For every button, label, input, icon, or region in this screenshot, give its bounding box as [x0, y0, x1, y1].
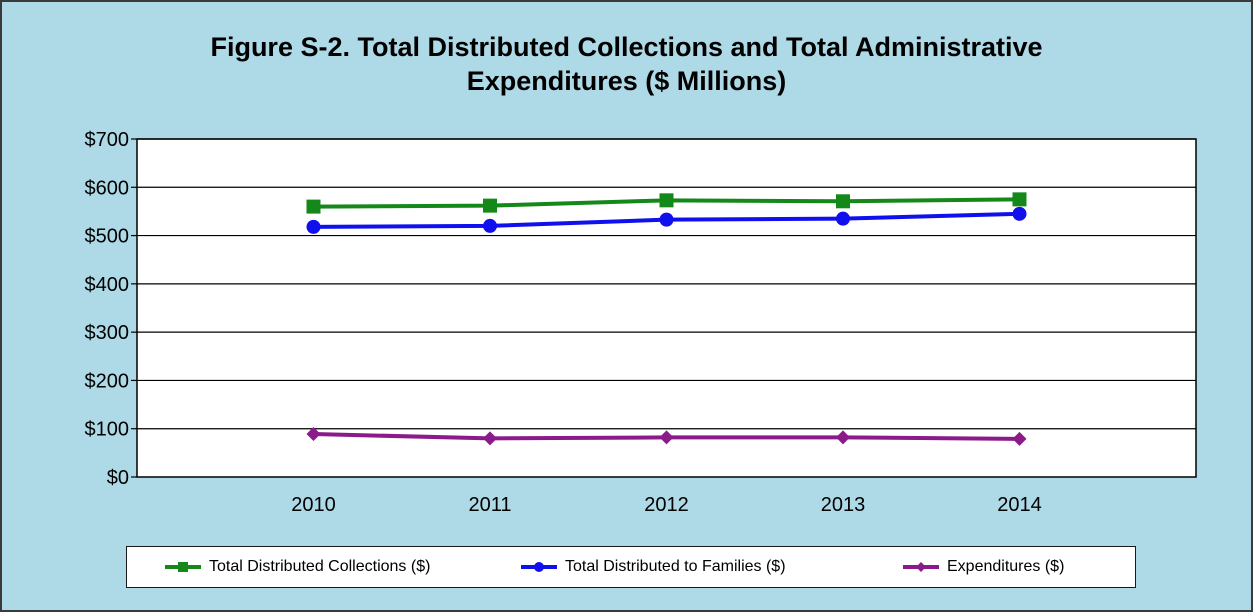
legend-item-total-distributed-collections: Total Distributed Collections ($) — [165, 547, 430, 587]
x-tick-label: 2011 — [468, 494, 511, 516]
x-tick-label: 2012 — [644, 494, 689, 516]
chart-title-line-2: Expenditures ($ Millions) — [466, 66, 787, 96]
data-point-diamond — [306, 427, 321, 442]
legend-label: Total Distributed to Families ($) — [565, 558, 786, 575]
x-tick-label: 2013 — [821, 494, 866, 516]
legend-label: Expenditures ($) — [947, 558, 1065, 575]
legend-circle-marker-icon — [521, 562, 557, 572]
data-point-circle — [483, 218, 497, 233]
data-point-circle — [1012, 206, 1027, 221]
y-tick-label: $500 — [85, 226, 130, 248]
y-tick-label: $400 — [85, 274, 130, 296]
legend-square-marker-icon — [165, 562, 201, 572]
data-point-circle — [306, 219, 321, 234]
data-point-diamond — [1012, 431, 1027, 446]
y-tick-label: $600 — [85, 177, 130, 199]
y-tick-label: $0 — [107, 467, 129, 489]
data-point-square — [1012, 192, 1027, 207]
legend: Total Distributed Collections ($) Total … — [126, 546, 1136, 588]
data-point-square — [306, 199, 321, 214]
y-tick-label: $200 — [85, 370, 130, 392]
legend-item-total-distributed-to-families: Total Distributed to Families ($) — [521, 547, 786, 587]
y-tick-label: $100 — [85, 419, 130, 441]
chart-title: Figure S-2. Total Distributed Collection… — [2, 30, 1251, 98]
plot-area — [136, 138, 1197, 478]
data-point-circle — [836, 211, 850, 226]
data-point-square — [483, 198, 497, 213]
y-tick-label: $300 — [85, 322, 130, 344]
data-point-square — [836, 194, 850, 209]
chart-title-line-1: Figure S-2. Total Distributed Collection… — [210, 32, 1043, 62]
data-point-circle — [659, 212, 674, 227]
legend-item-expenditures: Expenditures ($) — [903, 547, 1064, 587]
legend-label: Total Distributed Collections ($) — [209, 558, 431, 575]
legend-diamond-marker-icon — [903, 562, 939, 572]
y-tick-label: $700 — [85, 129, 130, 151]
x-tick-label: 2014 — [997, 494, 1042, 516]
data-point-square — [659, 193, 674, 208]
data-point-diamond — [836, 430, 850, 445]
x-tick-label: 2010 — [291, 494, 336, 516]
data-point-diamond — [483, 431, 497, 446]
data-point-diamond — [659, 430, 674, 445]
